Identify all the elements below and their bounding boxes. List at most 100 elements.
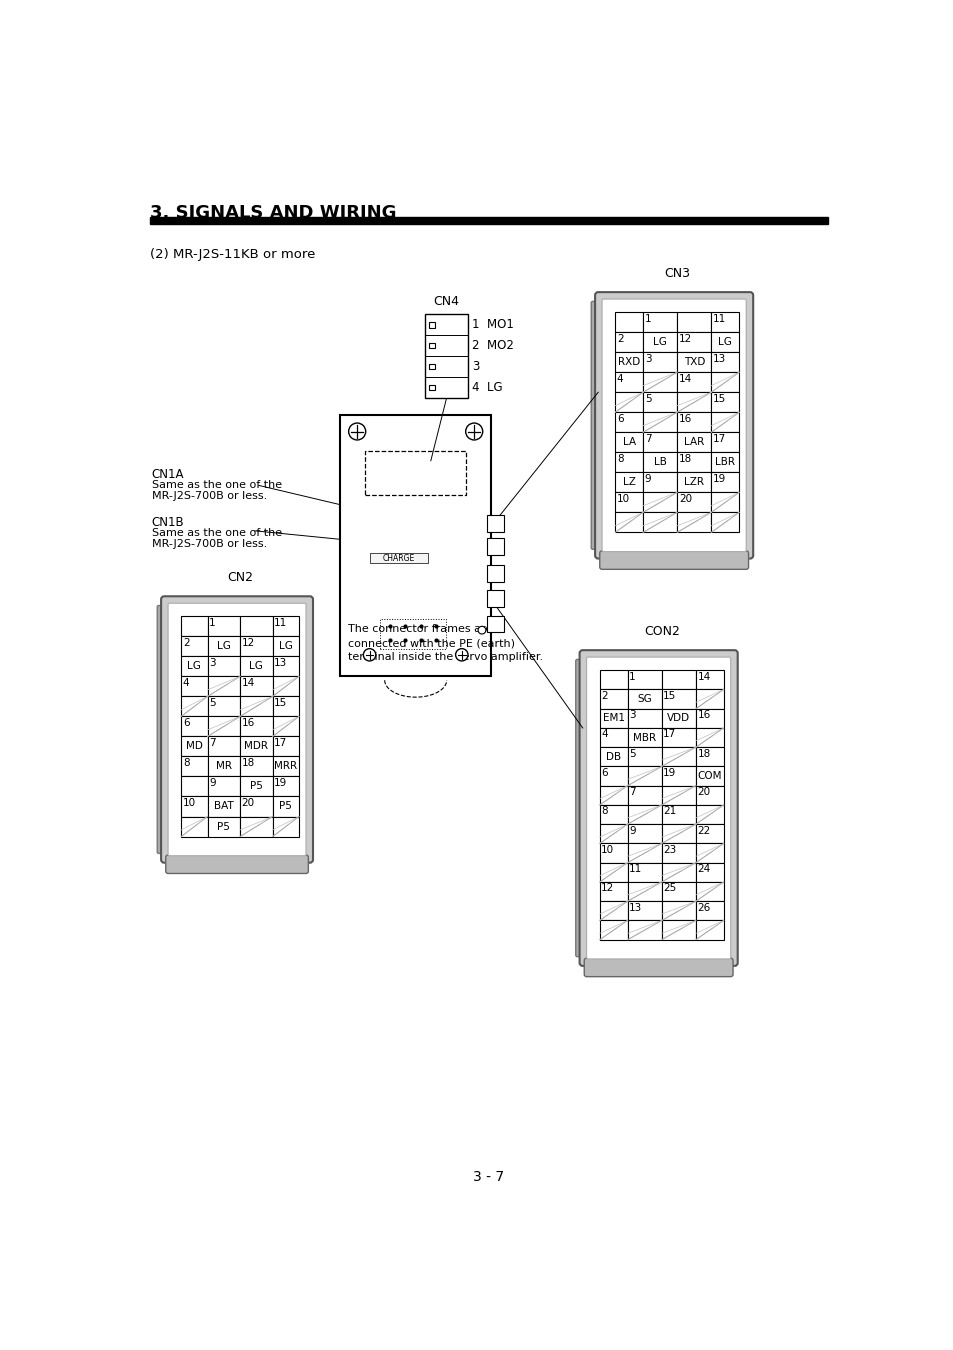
Text: 1  MO1: 1 MO1 [472, 319, 514, 331]
Bar [273, 756, 298, 776]
Text: EM1: EM1 [602, 713, 624, 724]
Bar [240, 796, 273, 817]
Text: 15: 15 [662, 691, 676, 701]
FancyBboxPatch shape [161, 597, 313, 863]
Bar [599, 902, 627, 921]
Bar [615, 472, 642, 493]
Text: LG: LG [653, 338, 666, 347]
Bar [599, 728, 627, 747]
Bar [181, 697, 208, 717]
Bar [369, 554, 427, 563]
Text: 16: 16 [241, 718, 254, 728]
Text: LG: LG [216, 641, 231, 651]
FancyBboxPatch shape [599, 551, 748, 570]
Text: LG: LG [250, 662, 263, 671]
Text: 14: 14 [679, 374, 691, 383]
Text: 6: 6 [600, 768, 607, 778]
Bar [181, 656, 208, 676]
Bar [642, 493, 677, 513]
Bar [695, 728, 723, 747]
Text: TXD: TXD [683, 358, 704, 367]
Text: 10: 10 [183, 798, 195, 809]
Bar [599, 670, 627, 690]
Text: MR: MR [215, 761, 232, 771]
Bar [695, 670, 723, 690]
Bar [695, 747, 723, 767]
Text: 20: 20 [241, 798, 254, 809]
Text: 5: 5 [629, 749, 635, 759]
Bar [642, 373, 677, 393]
Bar [273, 617, 298, 636]
Bar [599, 882, 627, 902]
Bar [429, 323, 435, 328]
Bar [380, 618, 446, 649]
Text: 12: 12 [600, 883, 614, 894]
FancyBboxPatch shape [575, 659, 586, 957]
Bar [627, 747, 661, 767]
Circle shape [363, 648, 375, 662]
Text: 11: 11 [274, 618, 287, 628]
Bar [642, 312, 677, 332]
Text: 23: 23 [662, 845, 676, 855]
Text: P5: P5 [250, 782, 263, 791]
Bar [695, 902, 723, 921]
Text: 16: 16 [697, 710, 710, 721]
Bar [642, 393, 677, 412]
Bar [627, 921, 661, 940]
Text: LZR: LZR [683, 478, 703, 487]
Text: 3: 3 [209, 657, 215, 668]
Bar [627, 690, 661, 709]
Bar [487, 616, 504, 632]
Bar [181, 736, 208, 756]
Bar [615, 452, 642, 472]
Bar [181, 717, 208, 736]
Text: LG: LG [718, 338, 732, 347]
Bar [677, 472, 711, 493]
Bar [695, 767, 723, 786]
Text: MDR: MDR [244, 741, 268, 752]
Bar [615, 513, 642, 532]
Text: 4: 4 [600, 729, 607, 740]
Text: 11: 11 [629, 864, 641, 875]
Bar [599, 825, 627, 844]
Text: 20: 20 [679, 494, 691, 504]
Bar [615, 493, 642, 513]
Bar [208, 697, 240, 717]
Bar [273, 817, 298, 837]
FancyBboxPatch shape [583, 958, 732, 976]
Bar [627, 709, 661, 728]
Bar [661, 882, 695, 902]
Bar [677, 513, 711, 532]
Text: MD: MD [186, 741, 203, 752]
Text: 8: 8 [600, 806, 607, 817]
Bar [487, 590, 504, 608]
Text: 8: 8 [617, 454, 622, 464]
Bar [487, 564, 504, 582]
Text: 10: 10 [617, 494, 629, 504]
Bar [240, 717, 273, 736]
Bar [599, 690, 627, 709]
Circle shape [456, 648, 468, 662]
Text: 24: 24 [697, 864, 710, 875]
Bar [599, 767, 627, 786]
Bar [273, 717, 298, 736]
Bar [661, 863, 695, 882]
Text: 11: 11 [712, 313, 725, 324]
Bar [677, 332, 711, 352]
Text: 3: 3 [472, 360, 478, 373]
Bar [695, 863, 723, 882]
Text: 4: 4 [617, 374, 622, 383]
Bar [695, 709, 723, 728]
Bar [599, 863, 627, 882]
Circle shape [465, 423, 482, 440]
Bar [615, 412, 642, 432]
Text: 3: 3 [629, 710, 635, 721]
Text: 3. SIGNALS AND WIRING: 3. SIGNALS AND WIRING [150, 204, 396, 223]
Text: 6: 6 [183, 718, 190, 728]
Text: 19: 19 [712, 474, 725, 483]
Bar [661, 747, 695, 767]
Bar [627, 786, 661, 805]
Bar [615, 332, 642, 352]
Text: CON2: CON2 [643, 625, 679, 637]
Bar [661, 805, 695, 825]
